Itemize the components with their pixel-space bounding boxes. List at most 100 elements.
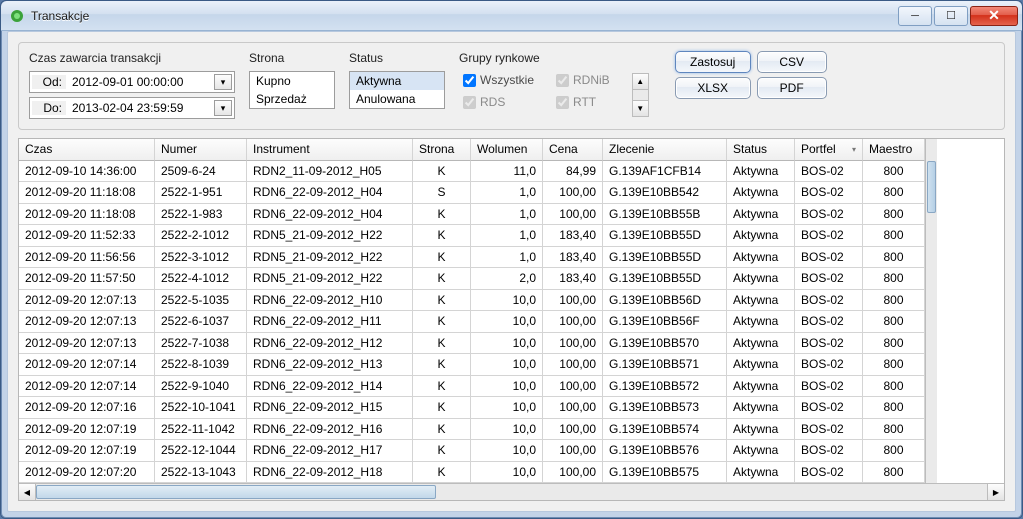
column-header[interactable]: Czas — [19, 139, 155, 161]
csv-button[interactable]: CSV — [757, 51, 827, 73]
cell: RDN6_22-09-2012_H04 — [247, 182, 413, 204]
cell: 100,00 — [543, 419, 603, 441]
cell: K — [413, 311, 471, 333]
cell: Aktywna — [727, 440, 795, 462]
apply-button[interactable]: Zastosuj — [675, 51, 751, 73]
cell: 2522-8-1039 — [155, 354, 247, 376]
cell: G.139E10BB574 — [603, 419, 727, 441]
date-from-input[interactable] — [70, 74, 210, 90]
hscroll-left-icon[interactable]: ◀ — [19, 484, 36, 500]
cell: 800 — [863, 161, 925, 183]
hscroll-track[interactable] — [36, 484, 987, 500]
filter-icon[interactable]: ▾ — [852, 141, 856, 158]
column-header[interactable]: Numer — [155, 139, 247, 161]
column-header[interactable]: Cena — [543, 139, 603, 161]
cell: Aktywna — [727, 161, 795, 183]
cell: 800 — [863, 311, 925, 333]
cell: 800 — [863, 419, 925, 441]
column-header[interactable]: Maestro — [863, 139, 925, 161]
calendar-to-icon[interactable]: ▾ — [214, 100, 232, 116]
grid: CzasNumerInstrumentStronaWolumenCenaZlec… — [19, 139, 1004, 483]
cell: Aktywna — [727, 333, 795, 355]
cell: 100,00 — [543, 182, 603, 204]
status-option-active[interactable]: Aktywna — [350, 72, 444, 90]
column-header[interactable]: Instrument — [247, 139, 413, 161]
cell: 2012-09-20 12:07:14 — [19, 354, 155, 376]
cell: 2012-09-20 11:57:50 — [19, 268, 155, 290]
vscroll-thumb[interactable] — [927, 161, 936, 213]
hscroll-thumb[interactable] — [36, 485, 436, 499]
cell: 800 — [863, 247, 925, 269]
action-buttons: Zastosuj CSV XLSX PDF — [675, 51, 827, 99]
cell: 2,0 — [471, 268, 543, 290]
cell: 10,0 — [471, 376, 543, 398]
status-header: Status — [349, 51, 445, 65]
xlsx-button[interactable]: XLSX — [675, 77, 751, 99]
date-to-input[interactable] — [70, 100, 210, 116]
mg-rdnib-input[interactable] — [556, 74, 569, 87]
column-header[interactable]: Strona — [413, 139, 471, 161]
cell: 800 — [863, 290, 925, 312]
cell: S — [413, 182, 471, 204]
close-button[interactable]: ✕ — [970, 6, 1018, 26]
cell: BOS-02 — [795, 247, 863, 269]
cell: 2522-7-1038 — [155, 333, 247, 355]
cell: RDN6_22-09-2012_H12 — [247, 333, 413, 355]
cell: 2522-5-1035 — [155, 290, 247, 312]
mg-scroll-down-icon[interactable]: ▼ — [633, 100, 648, 116]
cell: BOS-02 — [795, 397, 863, 419]
cell: K — [413, 247, 471, 269]
window-title: Transakcje — [31, 9, 898, 23]
cell: 800 — [863, 440, 925, 462]
mg-rtt-input[interactable] — [556, 96, 569, 109]
cell: RDN6_22-09-2012_H10 — [247, 290, 413, 312]
cell: 2522-4-1012 — [155, 268, 247, 290]
side-listbox[interactable]: Kupno Sprzedaż — [249, 71, 335, 109]
cell: G.139E10BB571 — [603, 354, 727, 376]
side-option-sell[interactable]: Sprzedaż — [250, 90, 334, 108]
mg-scrollbar[interactable]: ▲ ▼ — [632, 73, 649, 117]
mg-rtt-checkbox[interactable]: RTT — [556, 95, 610, 109]
cell: BOS-02 — [795, 354, 863, 376]
cell: RDN6_22-09-2012_H13 — [247, 354, 413, 376]
cell: K — [413, 397, 471, 419]
mg-rds-input[interactable] — [463, 96, 476, 109]
hscroll-right-icon[interactable]: ▶ — [987, 484, 1004, 500]
pdf-button[interactable]: PDF — [757, 77, 827, 99]
maximize-button[interactable]: ☐ — [934, 6, 968, 26]
side-group: Strona Kupno Sprzedaż — [249, 51, 335, 109]
cell: RDN5_21-09-2012_H22 — [247, 268, 413, 290]
cell: 10,0 — [471, 419, 543, 441]
cell: 2012-09-20 11:18:08 — [19, 204, 155, 226]
status-option-cancelled[interactable]: Anulowana — [350, 90, 444, 108]
market-groups-header: Grupy rynkowe — [459, 51, 653, 65]
time-group: Czas zawarcia transakcji Od: ▾ Do: ▾ — [29, 51, 235, 119]
cell: 800 — [863, 182, 925, 204]
cell: K — [413, 225, 471, 247]
cell: RDN6_22-09-2012_H17 — [247, 440, 413, 462]
mg-scroll-up-icon[interactable]: ▲ — [633, 74, 648, 90]
cell: BOS-02 — [795, 161, 863, 183]
time-header: Czas zawarcia transakcji — [29, 51, 235, 65]
mg-rdnib-checkbox[interactable]: RDNiB — [556, 73, 610, 87]
column-header[interactable]: Status — [727, 139, 795, 161]
cell: BOS-02 — [795, 311, 863, 333]
horizontal-scrollbar[interactable]: ◀ ▶ — [19, 483, 1004, 500]
calendar-from-icon[interactable]: ▾ — [214, 74, 232, 90]
cell: 100,00 — [543, 397, 603, 419]
column-header[interactable]: Zlecenie — [603, 139, 727, 161]
column-header[interactable]: Wolumen — [471, 139, 543, 161]
column-header[interactable]: Portfel▾ — [795, 139, 863, 161]
minimize-button[interactable]: ─ — [898, 6, 932, 26]
mg-all-checkbox[interactable]: Wszystkie — [463, 73, 534, 87]
cell: K — [413, 204, 471, 226]
cell: Aktywna — [727, 290, 795, 312]
titlebar[interactable]: Transakcje ─ ☐ ✕ — [1, 1, 1022, 31]
vertical-scrollbar[interactable] — [925, 139, 937, 483]
side-option-buy[interactable]: Kupno — [250, 72, 334, 90]
cell: 800 — [863, 376, 925, 398]
status-listbox[interactable]: Aktywna Anulowana — [349, 71, 445, 109]
mg-all-input[interactable] — [463, 74, 476, 87]
cell: G.139E10BB570 — [603, 333, 727, 355]
mg-rds-checkbox[interactable]: RDS — [463, 95, 534, 109]
